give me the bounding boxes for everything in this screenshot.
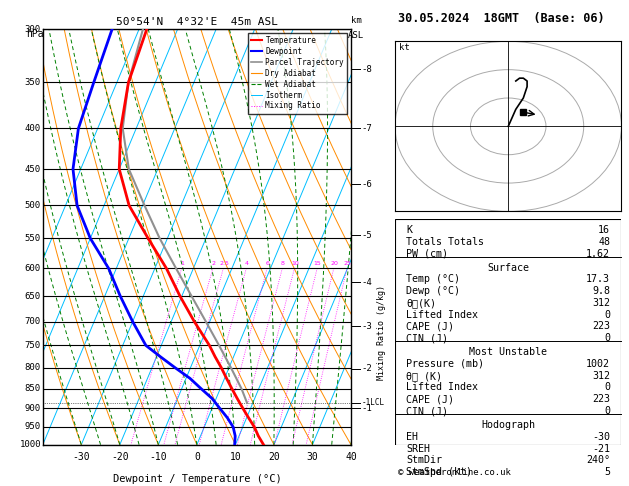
- Text: ASL: ASL: [348, 31, 364, 40]
- Text: 25: 25: [343, 261, 352, 266]
- Text: Temp (°C): Temp (°C): [406, 275, 460, 284]
- Text: 450: 450: [25, 165, 41, 174]
- Text: 700: 700: [25, 317, 41, 326]
- Text: CAPE (J): CAPE (J): [406, 394, 454, 404]
- Text: 500: 500: [25, 201, 41, 210]
- Text: hPa: hPa: [26, 29, 43, 39]
- Legend: Temperature, Dewpoint, Parcel Trajectory, Dry Adiabat, Wet Adiabat, Isotherm, Mi: Temperature, Dewpoint, Parcel Trajectory…: [248, 33, 347, 114]
- Text: 20: 20: [330, 261, 338, 266]
- Text: kt: kt: [399, 43, 409, 52]
- Text: 6: 6: [265, 261, 270, 266]
- Text: 312: 312: [592, 298, 610, 308]
- Text: 4: 4: [245, 261, 249, 266]
- Text: CAPE (J): CAPE (J): [406, 321, 454, 331]
- Text: 240°: 240°: [586, 455, 610, 466]
- Text: -21: -21: [592, 444, 610, 453]
- Text: Mixing Ratio (g/kg): Mixing Ratio (g/kg): [377, 285, 386, 381]
- Text: Lifted Index: Lifted Index: [406, 382, 478, 393]
- Text: CIN (J): CIN (J): [406, 333, 448, 343]
- Text: 0: 0: [194, 452, 200, 462]
- Text: -2: -2: [362, 364, 372, 373]
- Text: Dewp (°C): Dewp (°C): [406, 286, 460, 296]
- Text: 223: 223: [592, 321, 610, 331]
- Text: SREH: SREH: [406, 444, 430, 453]
- Text: Dewpoint / Temperature (°C): Dewpoint / Temperature (°C): [113, 474, 281, 484]
- Text: 1002: 1002: [586, 359, 610, 369]
- Text: 2.5: 2.5: [219, 261, 229, 266]
- Text: StmSpd (kt): StmSpd (kt): [406, 467, 472, 477]
- Text: -30: -30: [72, 452, 90, 462]
- Text: -8: -8: [362, 65, 372, 74]
- Text: Surface: Surface: [487, 262, 529, 273]
- Text: 550: 550: [25, 234, 41, 243]
- Text: 15: 15: [314, 261, 321, 266]
- Text: -1: -1: [362, 404, 372, 413]
- Text: StmDir: StmDir: [406, 455, 442, 466]
- Text: 8: 8: [281, 261, 285, 266]
- Text: CIN (J): CIN (J): [406, 406, 448, 416]
- Text: 750: 750: [25, 341, 41, 350]
- Text: 650: 650: [25, 292, 41, 300]
- Text: 2: 2: [211, 261, 216, 266]
- Text: -5: -5: [362, 231, 372, 240]
- Text: © weatheronline.co.uk: © weatheronline.co.uk: [398, 468, 510, 477]
- Text: 17.3: 17.3: [586, 275, 610, 284]
- Text: 0: 0: [604, 382, 610, 393]
- Text: km: km: [351, 16, 362, 25]
- Text: Most Unstable: Most Unstable: [469, 347, 547, 357]
- Text: 223: 223: [592, 394, 610, 404]
- Text: 312: 312: [592, 371, 610, 381]
- Text: -30: -30: [592, 432, 610, 442]
- Text: 30: 30: [306, 452, 318, 462]
- Text: 48: 48: [598, 237, 610, 247]
- Text: 40: 40: [345, 452, 357, 462]
- Text: 800: 800: [25, 363, 41, 372]
- Text: 10: 10: [291, 261, 299, 266]
- Text: EH: EH: [406, 432, 418, 442]
- Text: 1: 1: [181, 261, 184, 266]
- Text: 0: 0: [604, 406, 610, 416]
- Text: -20: -20: [111, 452, 129, 462]
- Text: 350: 350: [25, 78, 41, 87]
- Text: 10: 10: [230, 452, 242, 462]
- Text: K: K: [406, 225, 413, 235]
- Text: -4: -4: [362, 278, 372, 287]
- Text: 900: 900: [25, 404, 41, 413]
- Text: 1.62: 1.62: [586, 248, 610, 259]
- Text: Totals Totals: Totals Totals: [406, 237, 484, 247]
- Text: Hodograph: Hodograph: [481, 420, 535, 430]
- Text: -7: -7: [362, 124, 372, 133]
- Text: 850: 850: [25, 384, 41, 393]
- Text: 20: 20: [268, 452, 280, 462]
- Text: 9.8: 9.8: [592, 286, 610, 296]
- Text: -6: -6: [362, 180, 372, 189]
- Text: 400: 400: [25, 124, 41, 133]
- Text: Lifted Index: Lifted Index: [406, 310, 478, 320]
- Text: θᴇ(K): θᴇ(K): [406, 298, 437, 308]
- Text: -1LCL: -1LCL: [362, 399, 384, 407]
- Text: 30.05.2024  18GMT  (Base: 06): 30.05.2024 18GMT (Base: 06): [398, 12, 604, 25]
- Text: θᴇ (K): θᴇ (K): [406, 371, 442, 381]
- Text: 300: 300: [25, 25, 41, 34]
- Text: -3: -3: [362, 322, 372, 331]
- Text: 950: 950: [25, 422, 41, 432]
- Text: 5: 5: [604, 467, 610, 477]
- Text: 600: 600: [25, 264, 41, 273]
- Text: Pressure (mb): Pressure (mb): [406, 359, 484, 369]
- Text: -10: -10: [150, 452, 167, 462]
- Text: 0: 0: [604, 333, 610, 343]
- Text: 16: 16: [598, 225, 610, 235]
- Text: 0: 0: [604, 310, 610, 320]
- Text: PW (cm): PW (cm): [406, 248, 448, 259]
- Text: 1000: 1000: [19, 440, 41, 449]
- Title: 50°54'N  4°32'E  45m ASL: 50°54'N 4°32'E 45m ASL: [116, 17, 278, 27]
